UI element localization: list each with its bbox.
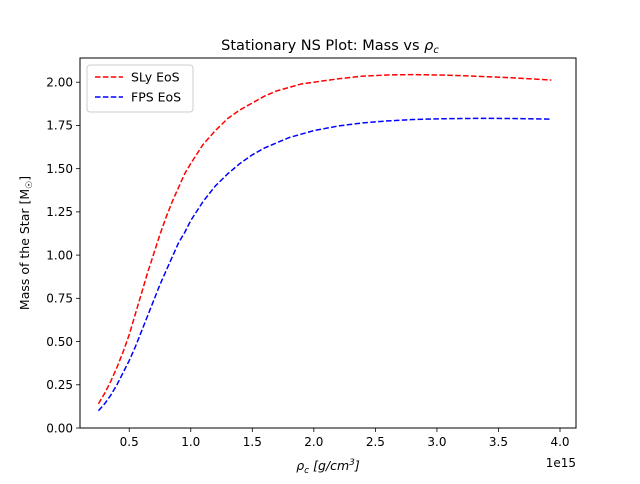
chart-title: Stationary NS Plot: Mass vs ρc: [221, 38, 439, 56]
y-axis-label-text: Mass of the Star [M: [17, 189, 32, 310]
x-axis-offset-label: 1e15: [546, 456, 576, 470]
plot-area-frame: [79, 57, 577, 429]
y-tick-label: 0.25: [46, 378, 73, 392]
y-tick-label: 1.75: [46, 119, 73, 133]
x-axis-label-units: [g/cm: [309, 458, 349, 473]
x-tick-label: 2.0: [304, 435, 323, 449]
x-tick-label: 1.5: [243, 435, 262, 449]
y-axis-label-end: ]: [17, 176, 32, 181]
y-tick-label: 1.00: [46, 248, 73, 262]
y-tick-label: 0.75: [46, 292, 73, 306]
legend: SLy EoS FPS EoS: [86, 64, 194, 113]
y-tick-label: 1.50: [46, 162, 73, 176]
y-axis-label-subscript: ☉: [25, 181, 35, 189]
x-axis-label-superscript: 3: [349, 458, 355, 468]
x-axis-label-subscript: c: [304, 466, 309, 476]
x-tick-label: 2.5: [366, 435, 385, 449]
y-tick-label: 0.00: [46, 421, 73, 435]
plot-series-layer: [97, 73, 552, 412]
x-axis-ticks: 0.5 1.0 1.5 2.0 2.5 3.0 3.5 4.0: [120, 428, 570, 449]
y-tick-label: 1.25: [46, 205, 73, 219]
y-axis-label: Mass of the Star [M☉]: [17, 176, 35, 310]
legend-label-sly: SLy EoS: [131, 70, 180, 85]
legend-label-fps: FPS EoS: [131, 90, 181, 105]
y-axis-ticks: 0.00 0.25 0.50 0.75 1.00 1.25 1.50 1.75 2.00: [46, 76, 80, 435]
x-tick-label: 3.5: [489, 435, 508, 449]
x-axis-label-symbol: ρ: [296, 458, 304, 473]
x-axis-label: ρc [g/cm3]: [296, 458, 360, 476]
chart-title-main: Stationary NS Plot: Mass vs: [221, 38, 424, 54]
x-tick-label: 0.5: [120, 435, 139, 449]
x-tick-label: 4.0: [550, 435, 569, 449]
y-tick-label: 2.00: [46, 76, 73, 90]
y-tick-label: 0.50: [46, 335, 73, 349]
chart-title-symbol: ρ: [424, 38, 434, 54]
x-axis-label-end: ]: [354, 458, 360, 473]
series-line-sly: [97, 73, 552, 405]
chart-title-subscript: c: [433, 45, 439, 56]
x-tick-label: 1.0: [181, 435, 200, 449]
series-line-fps: [97, 117, 552, 412]
x-tick-label: 3.0: [427, 435, 446, 449]
